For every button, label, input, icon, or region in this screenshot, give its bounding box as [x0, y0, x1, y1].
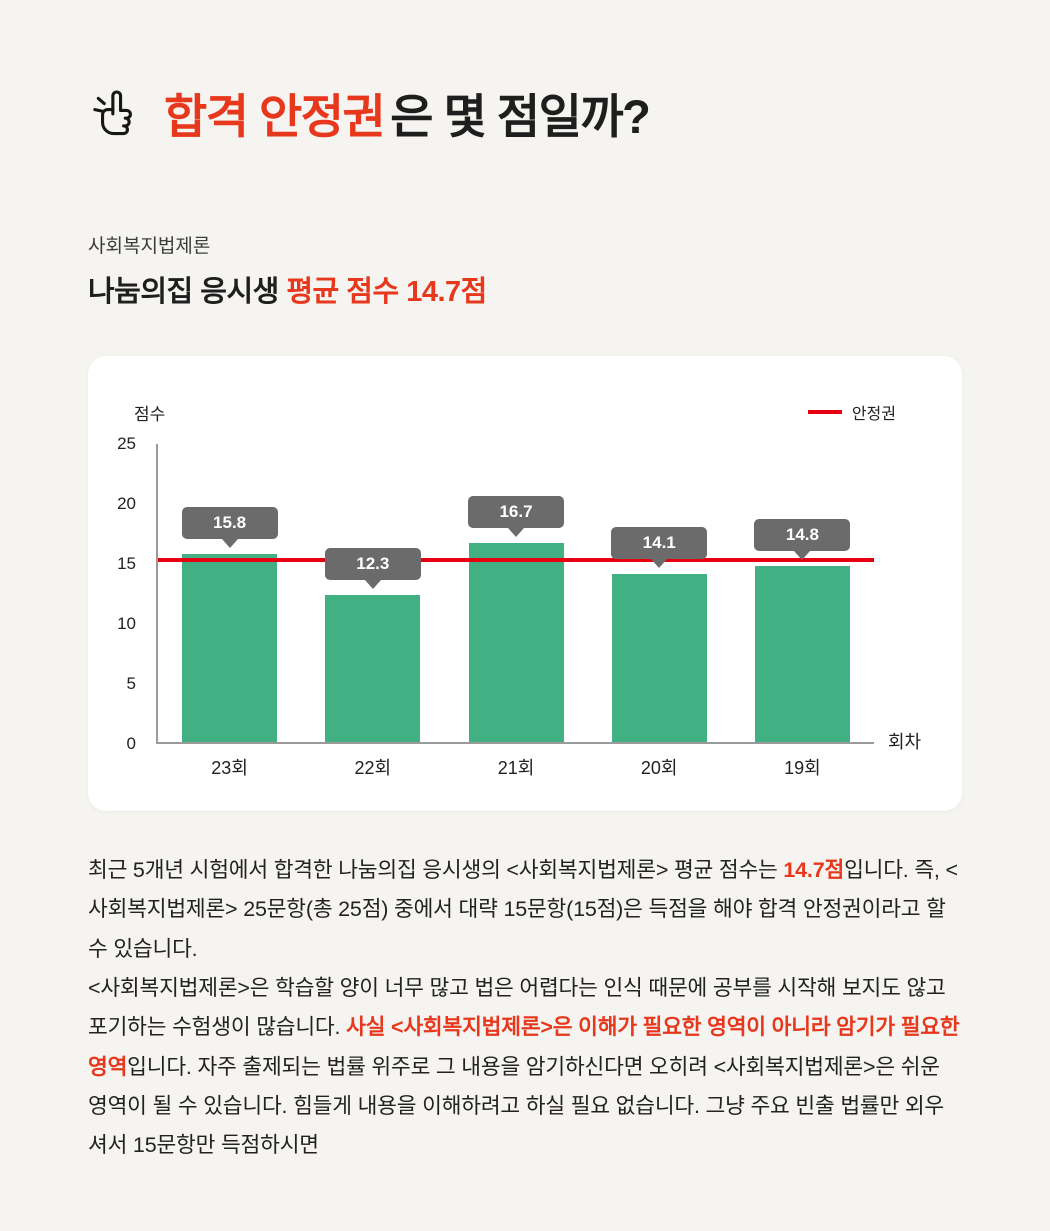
chart-plot: 15.8 23회 12.3 22회 16.7 21회 14.1 20회 14.8 19회	[156, 444, 874, 778]
bar-22회	[325, 595, 421, 742]
page-header: 합격 안정권 은 몇 점일까?	[88, 78, 962, 147]
bar-value-label: 12.3	[324, 548, 421, 581]
p2-text: <사회복지법제론>은 학습할 양이 너무 많고 법은 어렵다는 인식 때문에 공…	[88, 976, 946, 1040]
legend-line-swatch	[807, 410, 842, 414]
bar-value-label: 15.8	[181, 506, 278, 539]
threshold-line	[158, 557, 874, 562]
subtitle-plain: 나눔의집 응시생	[88, 276, 287, 308]
bar-group: 12.3 22회	[301, 444, 444, 778]
y-tick-label: 25	[117, 434, 136, 453]
page-title-accent: 합격 안정권	[164, 90, 386, 143]
subtitle-accent: 평균 점수 14.7점	[286, 276, 487, 308]
bar-20회	[611, 573, 707, 742]
legend-label: 안정권	[851, 406, 896, 423]
page-title: 합격 안정권 은 몇 점일까?	[164, 78, 651, 147]
y-tick-label: 5	[126, 674, 136, 693]
bar-19회	[754, 565, 850, 742]
pointing-hand-icon	[93, 89, 132, 135]
x-tick-label: 23회	[211, 758, 248, 778]
p2-text-2: 입니다. 자주 출제되는 법률 위주로 그 내용을 암기하신다면 오히려 <사회…	[88, 1054, 944, 1158]
bar-21회	[468, 542, 564, 742]
p1-text-2: 입니다. 즉, <사회복지법제론> 25문항(총 25점) 중에서 대략 15문…	[88, 858, 958, 961]
paragraph-1: 최근 5개년 시험에서 합격한 나눔의집 응시생의 <사회복지법제론> 평균 점…	[88, 851, 962, 969]
bar-value-label: 14.1	[611, 526, 708, 559]
chart-y-axis: 0 5 10 15 20 25	[88, 434, 148, 753]
x-tick-label: 22회	[354, 758, 392, 778]
x-tick-label: 20회	[640, 758, 678, 778]
y-tick-label: 20	[117, 494, 136, 513]
subtitle: 나눔의집 응시생 평균 점수 14.7점	[88, 268, 962, 310]
bar-group: 15.8 23회	[158, 444, 301, 778]
subject-label: 사회복지법제론	[88, 236, 211, 257]
y-axis-title: 점수	[134, 405, 166, 424]
bar-value-label: 16.7	[468, 495, 564, 528]
p1-text: 최근 5개년 시험에서 합격한 나눔의집 응시생의 <사회복지법제론> 평균 점…	[88, 858, 784, 882]
paragraph-2: <사회복지법제론>은 학습할 양이 너무 많고 법은 어렵다는 인식 때문에 공…	[88, 969, 962, 1166]
chart-legend: 안정권	[807, 400, 896, 424]
y-tick-label: 0	[126, 734, 136, 753]
bar-group: 14.8 19회	[731, 444, 874, 778]
x-axis-title: 회차	[888, 732, 922, 752]
page-title-rest: 은 몇 점일까?	[390, 90, 651, 143]
x-tick-label: 21회	[497, 758, 535, 778]
p2-highlight: 사실 <사회복지법제론>은 이해가 필요한 영역이 아니라 암기가 필요한 영역	[88, 1015, 960, 1079]
bar-23회	[182, 553, 278, 742]
y-tick-label: 15	[117, 554, 136, 573]
chart-card: 점수 안정권 0 5 10 15 20 25 15.8 23회 12.3 22회 16.7 21회 1…	[88, 356, 962, 811]
p1-highlight: 14.7점	[783, 858, 845, 882]
body-text: 최근 5개년 시험에서 합격한 나눔의집 응시생의 <사회복지법제론> 평균 점…	[88, 851, 962, 1166]
bar-value-label: 14.8	[754, 518, 851, 551]
bar-group: 16.7 21회	[444, 444, 587, 778]
x-tick-label: 19회	[784, 758, 821, 778]
bar-group: 14.1 20회	[588, 444, 731, 778]
y-tick-label: 10	[117, 614, 136, 633]
